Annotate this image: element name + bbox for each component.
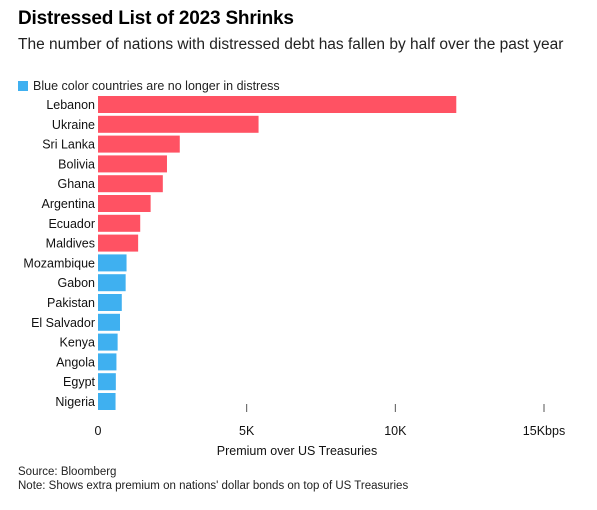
bar-egypt <box>98 373 116 391</box>
bar-pakistan <box>98 294 122 311</box>
bar-chart: Lebanon Ukraine Sri Lanka Bolivia Ghana Argen… <box>23 96 565 458</box>
chart-subtitle: The number of nations with distressed de… <box>18 36 564 53</box>
bar-el-salvador <box>98 313 121 331</box>
bar-ukraine <box>98 115 259 133</box>
bar-argentina <box>98 195 151 212</box>
category-label: Lebanon <box>46 98 95 112</box>
category-label: Pakistan <box>47 296 95 310</box>
category-label: Sri Lanka <box>42 138 95 152</box>
chart-title: Distressed List of 2023 Shrinks <box>18 8 294 29</box>
category-label: Mozambique <box>23 256 95 270</box>
legend-label: Blue color countries are no longer in di… <box>33 79 280 93</box>
legend-swatch <box>18 81 28 91</box>
category-label: El Salvador <box>31 316 95 330</box>
category-label: Ukraine <box>52 118 95 132</box>
x-tick-label: 5K <box>239 424 255 438</box>
x-axis-label: Premium over US Treasuries <box>217 444 377 458</box>
bar-maldives <box>98 234 139 252</box>
bar-ecuador <box>98 214 141 232</box>
bar-angola <box>98 353 117 371</box>
bar-kenya <box>98 333 118 351</box>
source-note: Source: Bloomberg <box>18 466 117 478</box>
category-label: Argentina <box>41 197 95 211</box>
category-label: Bolivia <box>58 157 95 171</box>
category-label: Maldives <box>46 237 95 251</box>
bar-sri-lanka <box>98 135 180 153</box>
x-tick-label: 0 <box>95 424 102 438</box>
category-label: Angola <box>56 355 95 369</box>
x-tick-label: 15Kbps <box>523 424 565 438</box>
category-label: Gabon <box>57 276 95 290</box>
bar-ghana <box>98 175 163 193</box>
bar-mozambique <box>98 254 127 272</box>
category-label: Ghana <box>57 177 95 191</box>
bar-lebanon <box>98 96 457 113</box>
footnote: Note: Shows extra premium on nations' do… <box>18 480 409 492</box>
category-label: Ecuador <box>48 217 95 231</box>
legend: Blue color countries are no longer in di… <box>18 79 280 93</box>
category-label: Kenya <box>60 336 95 350</box>
category-label: Nigeria <box>55 395 95 409</box>
x-tick-label: 10K <box>384 424 407 438</box>
bar-nigeria <box>98 393 116 410</box>
category-label: Egypt <box>63 375 95 389</box>
bar-bolivia <box>98 155 167 173</box>
bar-gabon <box>98 274 126 292</box>
